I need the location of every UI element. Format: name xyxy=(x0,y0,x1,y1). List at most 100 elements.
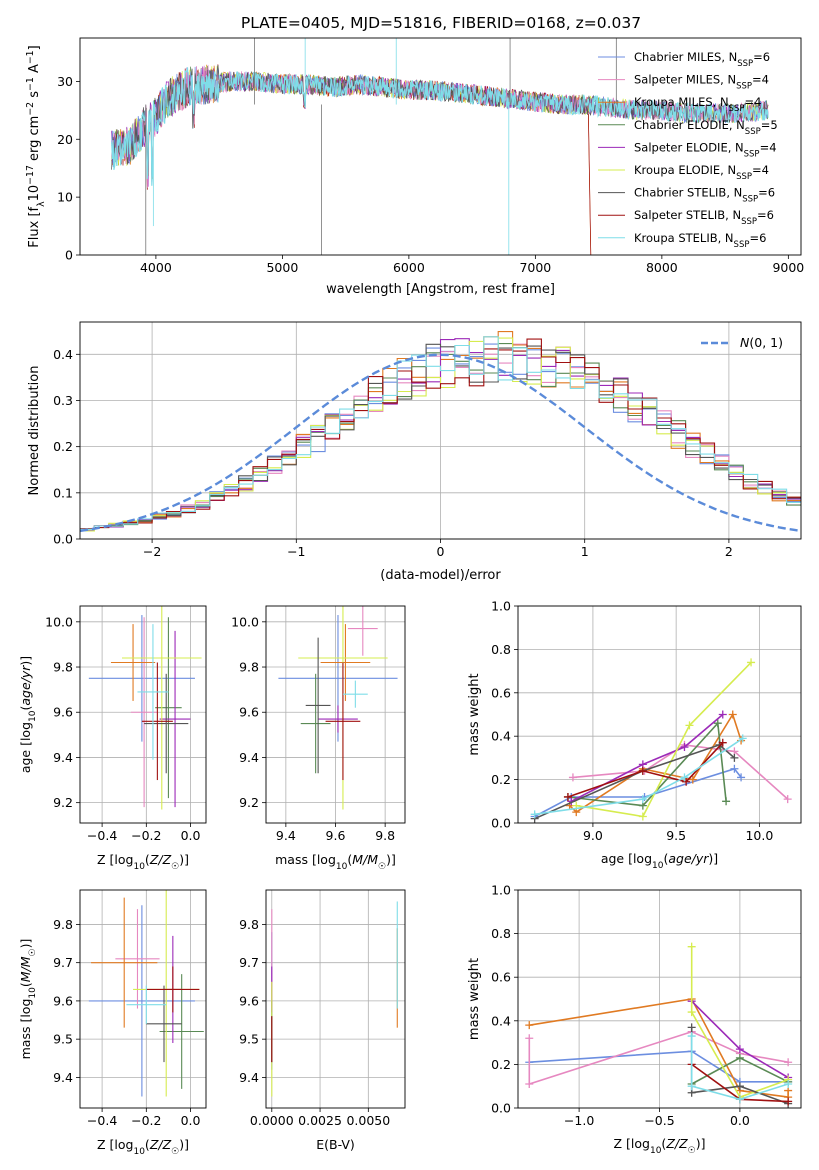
z-weight-marker xyxy=(525,1021,534,1030)
ebv-mass-xtick-label: 0.0025 xyxy=(298,1113,342,1128)
age-weight-line-kroupa-elodie xyxy=(576,661,752,818)
age-weight-marker xyxy=(638,812,647,821)
ebv-mass-xtick-label: 0.0050 xyxy=(346,1113,390,1128)
age-weight-xtick-label: 9.5 xyxy=(666,828,686,843)
residuals-ytick-label: 0.1 xyxy=(53,485,73,500)
mass-age-xtick-label: 9.6 xyxy=(326,828,346,843)
z-weight-xtick-label: 0.0 xyxy=(730,1113,750,1128)
spectrum-legend-label: Chabrier STELIB, NSSP=6 xyxy=(634,186,775,205)
ebv-mass-ytick-label: 9.8 xyxy=(239,917,259,932)
spectrum-xtick-label: 7000 xyxy=(519,260,551,275)
spectrum-xtick-label: 6000 xyxy=(393,260,425,275)
z-weight-line-salpeter-miles xyxy=(528,1030,789,1086)
ebv-mass-xtick-label: 0.0000 xyxy=(250,1113,294,1128)
z-mass-ytick-label: 9.4 xyxy=(53,1070,73,1085)
age-weight-marker xyxy=(783,795,792,804)
age-weight-marker xyxy=(728,710,737,719)
age-weight-frame xyxy=(517,605,802,824)
age-weight-marker xyxy=(730,753,739,762)
z-weight-marker xyxy=(525,1034,534,1043)
residuals-xtick-label: 2 xyxy=(725,544,733,559)
z-weight-ytick-label: 0.4 xyxy=(491,1013,511,1028)
z-mass-xtick-label: −0.4 xyxy=(87,1113,117,1128)
z-age-ytick-label: 9.8 xyxy=(53,660,73,675)
age-weight-line-salpeter-miles xyxy=(572,744,789,800)
ebv-mass-ytick-label: 9.4 xyxy=(239,1070,259,1085)
z-weight-marker xyxy=(687,1023,696,1032)
age-weight-marker xyxy=(680,773,689,782)
residuals-hist-salpeter-elodie xyxy=(80,338,801,532)
spectrum-xlabel: wavelength [Angstrom, rest frame] xyxy=(326,282,555,297)
z-weight-xtick-label: −0.5 xyxy=(644,1113,674,1128)
age-weight-marker xyxy=(568,773,577,782)
z-mass-xtick-label: 0.0 xyxy=(181,1113,201,1128)
z-weight-ytick-label: 0.0 xyxy=(491,1101,511,1116)
mass-age-ytick-label: 9.8 xyxy=(239,660,259,675)
z-weight-marker xyxy=(687,942,696,951)
ebv-mass-ytick-label: 9.6 xyxy=(239,993,259,1008)
age-weight-line-chabrier-elodie xyxy=(567,721,727,807)
ebv-mass-xlabel: E(B-V) xyxy=(316,1137,355,1152)
age-weight-xtick-label: 9.0 xyxy=(583,828,603,843)
age-weight-ytick-label: 0.6 xyxy=(491,685,511,700)
age-weight-marker xyxy=(718,710,727,719)
z-weight-marker xyxy=(735,1045,744,1054)
z-age-ytick-label: 9.2 xyxy=(53,795,73,810)
spectrum-title: PLATE=0405, MJD=51816, FIBERID=0168, z=0… xyxy=(241,14,641,32)
age-weight-marker xyxy=(747,658,756,667)
z-weight-marker xyxy=(735,1082,744,1091)
spectrum-legend-label: Chabrier MILES, NSSP=6 xyxy=(634,50,770,69)
z-age-xtick-label: −0.4 xyxy=(87,828,117,843)
age-weight-marker xyxy=(638,766,647,775)
ebv-mass-ytick-label: 9.7 xyxy=(239,955,259,970)
residuals-hist-chabrier-stelib xyxy=(80,343,801,530)
age-weight-marker xyxy=(563,792,572,801)
residuals-normal-curve xyxy=(79,353,802,533)
age-weight-line-salpeter-stelib xyxy=(567,742,724,798)
age-weight-marker xyxy=(638,795,647,804)
ebv-mass-ytick-label: 9.5 xyxy=(239,1032,259,1047)
residuals-hist-kroupa-elodie xyxy=(80,337,801,532)
residuals-ytick-label: 0.4 xyxy=(53,347,73,362)
spectrum-legend-label: Salpeter STELIB, NSSP=6 xyxy=(634,208,774,227)
mass-age-ytick-label: 9.2 xyxy=(239,795,259,810)
z-mass-xlabel: Z [log10(Z/Z☉)] xyxy=(97,1137,189,1157)
spectrum-ytick-label: 0 xyxy=(65,248,73,263)
residuals-xlabel: (data-model)/error xyxy=(380,568,501,583)
age-weight-line-chabrier-stelib xyxy=(534,743,735,820)
spectrum-legend-label: Kroupa ELODIE, NSSP=4 xyxy=(634,163,769,182)
z-weight-marker xyxy=(784,1080,793,1089)
z-age-frame xyxy=(79,605,207,824)
ebv-mass-frame xyxy=(265,889,406,1109)
z-age-xtick-label: −0.2 xyxy=(131,828,161,843)
z-age-xtick-label: 0.0 xyxy=(181,828,201,843)
spectrum-xtick-label: 4000 xyxy=(140,260,172,275)
residuals-hist-kroupa-stelib xyxy=(80,336,801,531)
age-weight-marker xyxy=(713,719,722,728)
z-weight-marker xyxy=(735,1053,744,1062)
age-weight-marker xyxy=(682,777,691,786)
age-weight-xtick-label: 10.0 xyxy=(745,828,773,843)
residuals-legend-label: N(0, 1) xyxy=(740,335,783,350)
age-weight-marker xyxy=(688,775,697,784)
mass-age-ytick-label: 9.6 xyxy=(239,705,259,720)
age-weight-marker xyxy=(737,773,746,782)
spectrum-legend-label: Kroupa STELIB, NSSP=6 xyxy=(634,231,766,250)
spectrum-legend-label: Salpeter ELODIE, NSSP=4 xyxy=(634,140,777,159)
residuals-ylabel: Normed distribution xyxy=(27,366,42,496)
z-weight-ytick-label: 0.6 xyxy=(491,970,511,985)
residuals-ytick-label: 0.0 xyxy=(53,532,73,547)
spectrum-legend-label: Chabrier ELODIE, NSSP=5 xyxy=(634,118,778,137)
z-weight-marker xyxy=(525,1080,534,1089)
z-weight-marker xyxy=(687,1032,696,1041)
z-weight-line-kroupa-elodie xyxy=(690,946,789,1099)
mass-age-xlabel: mass [log10(M/M☉)] xyxy=(275,852,396,872)
z-mass-ylabel: mass [log10(M/M☉)] xyxy=(18,939,38,1060)
z-weight-marker xyxy=(784,1097,793,1106)
z-weight-marker xyxy=(784,1058,793,1067)
z-weight-ytick-label: 1.0 xyxy=(491,883,511,898)
spectrum-ylabel: Flux [fλ10−17 erg cm−2 s−1 A−1] xyxy=(25,45,47,247)
age-weight-marker xyxy=(738,734,747,743)
age-weight-marker xyxy=(530,810,539,819)
